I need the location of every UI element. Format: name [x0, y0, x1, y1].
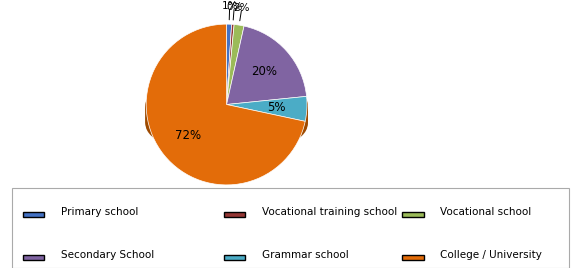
Text: 1%: 1% — [221, 2, 238, 12]
Ellipse shape — [146, 86, 307, 147]
Text: Grammar school: Grammar school — [262, 250, 349, 260]
Text: 20%: 20% — [251, 65, 277, 78]
FancyBboxPatch shape — [402, 212, 424, 217]
Ellipse shape — [146, 92, 307, 154]
Ellipse shape — [146, 85, 307, 146]
Ellipse shape — [146, 78, 307, 139]
Wedge shape — [146, 24, 305, 185]
Ellipse shape — [146, 94, 307, 155]
Ellipse shape — [146, 76, 307, 137]
Wedge shape — [227, 96, 307, 121]
Wedge shape — [227, 24, 244, 105]
Ellipse shape — [146, 79, 307, 140]
Ellipse shape — [146, 91, 307, 152]
FancyBboxPatch shape — [402, 255, 424, 260]
Text: Secondary School: Secondary School — [61, 250, 154, 260]
FancyBboxPatch shape — [224, 212, 245, 217]
Ellipse shape — [146, 83, 307, 144]
FancyBboxPatch shape — [224, 255, 245, 260]
Text: 72%: 72% — [175, 129, 201, 142]
FancyBboxPatch shape — [23, 255, 44, 260]
Text: 5%: 5% — [267, 101, 286, 114]
Ellipse shape — [146, 90, 307, 151]
Ellipse shape — [146, 75, 307, 136]
Wedge shape — [227, 26, 307, 105]
Ellipse shape — [146, 84, 307, 145]
Text: Primary school: Primary school — [61, 207, 138, 217]
Ellipse shape — [146, 81, 307, 142]
Ellipse shape — [146, 82, 307, 143]
Text: Vocational training school: Vocational training school — [262, 207, 397, 217]
Text: 0%: 0% — [226, 2, 242, 12]
Ellipse shape — [146, 74, 307, 135]
Wedge shape — [227, 24, 232, 105]
Text: 2%: 2% — [234, 3, 250, 13]
Text: Vocational school: Vocational school — [440, 207, 532, 217]
Text: College / University: College / University — [440, 250, 542, 260]
FancyBboxPatch shape — [23, 212, 44, 217]
Ellipse shape — [146, 89, 307, 150]
Ellipse shape — [146, 77, 307, 138]
Wedge shape — [227, 24, 234, 105]
Ellipse shape — [146, 87, 307, 148]
Ellipse shape — [146, 88, 307, 149]
